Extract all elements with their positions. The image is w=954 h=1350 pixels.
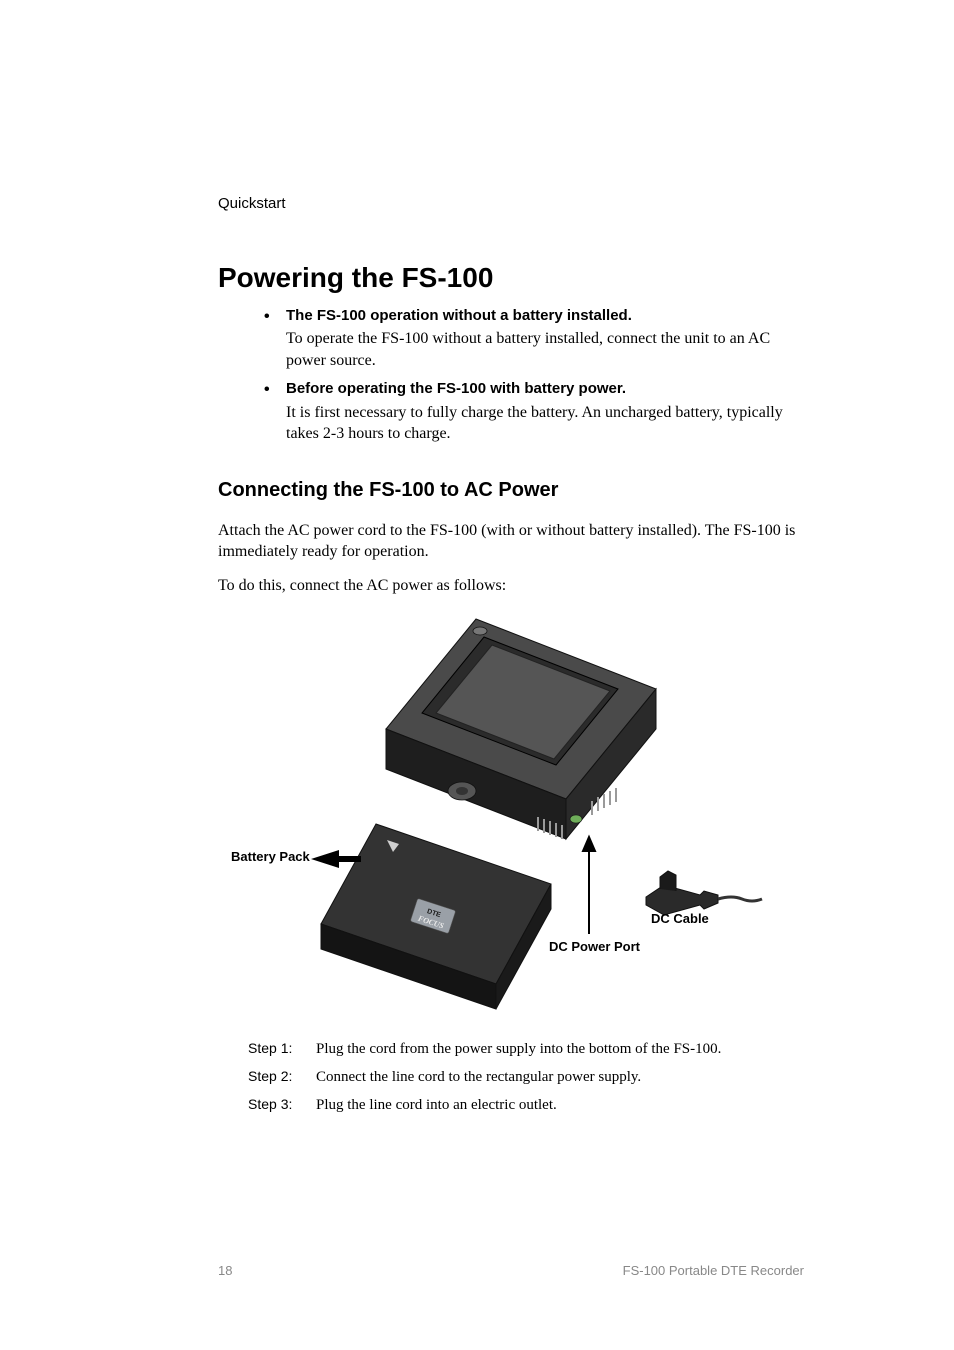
label-dc-power-port: DC Power Port bbox=[549, 939, 640, 954]
bullet-content: The FS-100 operation without a battery i… bbox=[286, 306, 794, 371]
label-dc-cable: DC Cable bbox=[651, 911, 709, 926]
step-item: Step 2: Connect the line cord to the rec… bbox=[248, 1067, 804, 1087]
step-label: Step 3: bbox=[248, 1095, 316, 1115]
step-label: Step 1: bbox=[248, 1039, 316, 1059]
bullet-text: It is first necessary to fully charge th… bbox=[286, 404, 783, 443]
bullet-item: • The FS-100 operation without a battery… bbox=[264, 306, 794, 371]
steps-list: Step 1: Plug the cord from the power sup… bbox=[248, 1039, 804, 1116]
step-label: Step 2: bbox=[248, 1067, 316, 1087]
step-text: Plug the cord from the power supply into… bbox=[316, 1039, 804, 1059]
bullet-dot-icon: • bbox=[264, 306, 286, 371]
page: Quickstart Powering the FS-100 • The FS-… bbox=[0, 0, 954, 1350]
paragraph: Attach the AC power cord to the FS-100 (… bbox=[218, 520, 804, 563]
heading-powering: Powering the FS-100 bbox=[218, 262, 804, 294]
step-item: Step 1: Plug the cord from the power sup… bbox=[248, 1039, 804, 1059]
bullet-content: Before operating the FS-100 with battery… bbox=[286, 379, 794, 444]
running-header: Quickstart bbox=[218, 195, 804, 212]
paragraph: To do this, connect the AC power as foll… bbox=[218, 575, 804, 597]
page-footer: 18 FS-100 Portable DTE Recorder bbox=[218, 1263, 804, 1278]
heading-connecting: Connecting the FS-100 to AC Power bbox=[218, 479, 804, 502]
bullet-dot-icon: • bbox=[264, 379, 286, 444]
bullet-list: • The FS-100 operation without a battery… bbox=[264, 306, 794, 445]
figure-power-connection: DTE FOCUS Battery Pack DC Cable bbox=[251, 609, 771, 1029]
bullet-lead: The FS-100 operation without a battery i… bbox=[286, 306, 794, 326]
bullet-item: • Before operating the FS-100 with batte… bbox=[264, 379, 794, 444]
bullet-text: To operate the FS-100 without a battery … bbox=[286, 330, 770, 369]
label-battery-pack: Battery Pack bbox=[231, 849, 310, 864]
page-number: 18 bbox=[218, 1263, 232, 1278]
step-text: Connect the line cord to the rectangular… bbox=[316, 1067, 804, 1087]
step-item: Step 3: Plug the line cord into an elect… bbox=[248, 1095, 804, 1115]
step-text: Plug the line cord into an electric outl… bbox=[316, 1095, 804, 1115]
device-illustration: DTE FOCUS bbox=[251, 609, 771, 1029]
bullet-lead: Before operating the FS-100 with battery… bbox=[286, 379, 794, 399]
footer-title: FS-100 Portable DTE Recorder bbox=[623, 1263, 804, 1278]
